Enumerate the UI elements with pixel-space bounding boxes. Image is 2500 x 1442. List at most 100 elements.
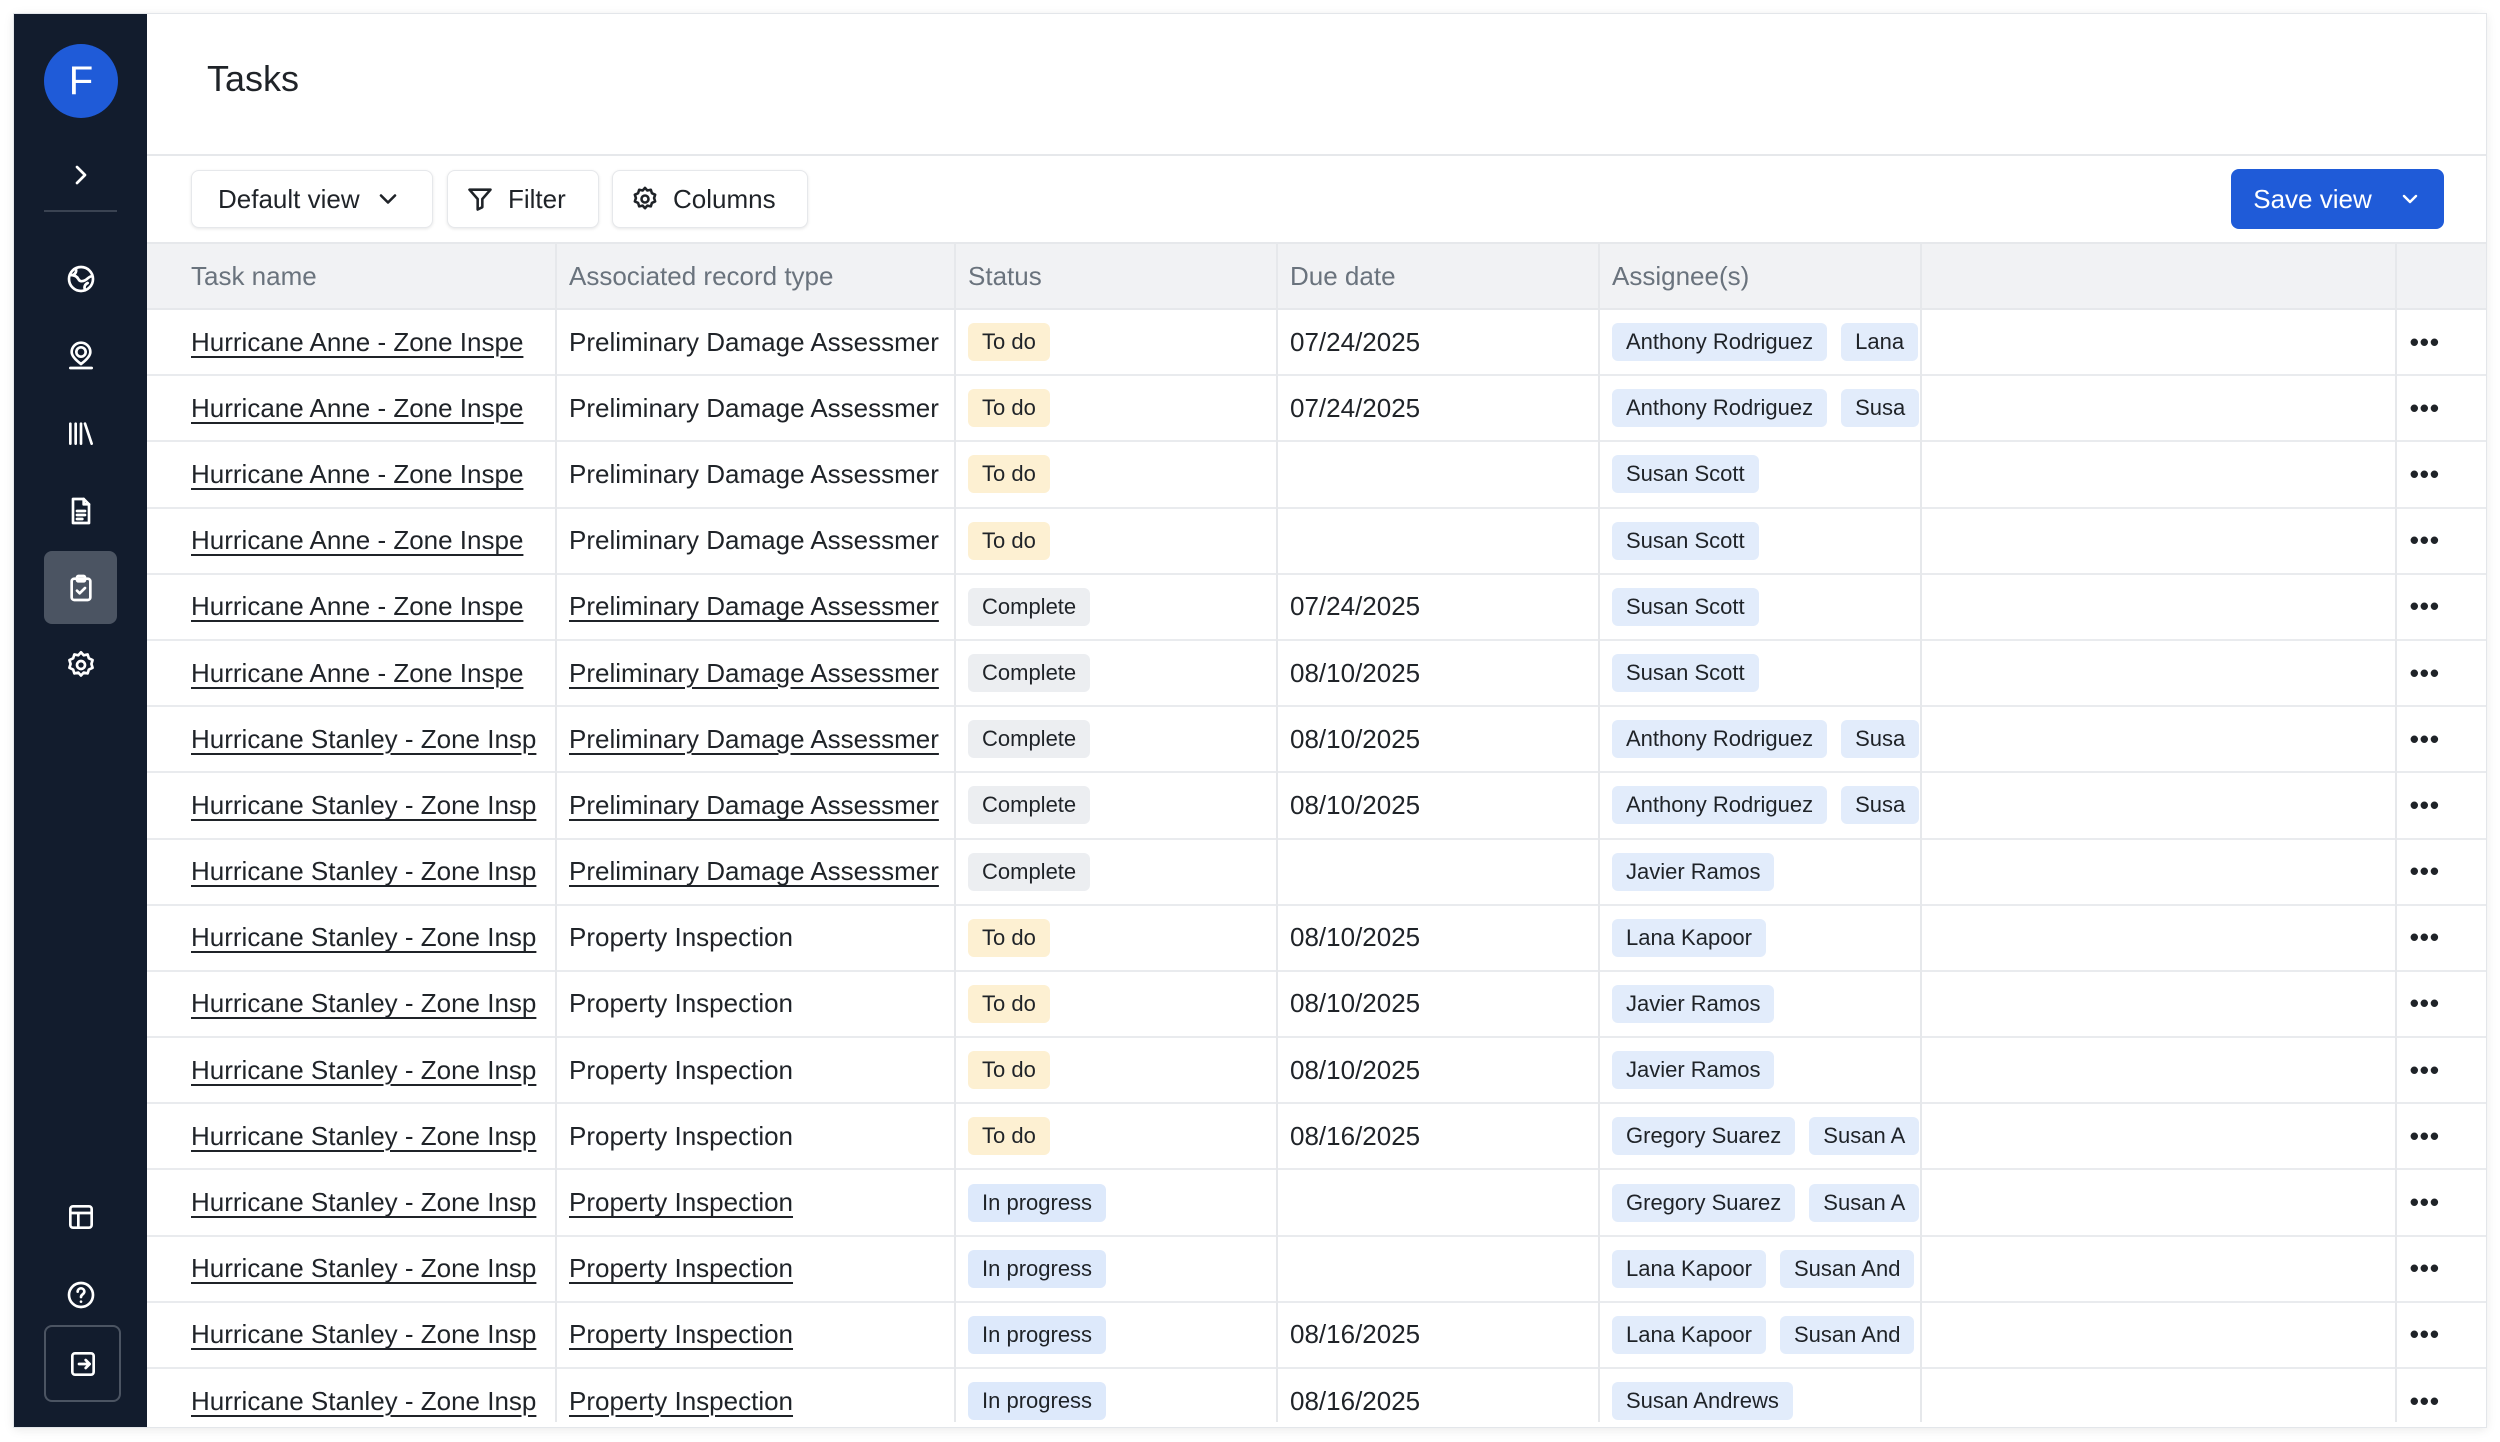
record-type-link[interactable]: Property Inspection bbox=[569, 1319, 794, 1350]
assignee-chip[interactable]: Susa bbox=[1841, 389, 1919, 428]
sidebar-item-documents[interactable] bbox=[44, 474, 117, 547]
column-header-task-name[interactable]: Task name bbox=[191, 260, 317, 291]
task-name-link[interactable]: Hurricane Anne - Zone Inspe bbox=[191, 525, 524, 556]
task-name-link[interactable]: Hurricane Anne - Zone Inspe bbox=[191, 392, 524, 423]
row-actions-button[interactable]: ••• bbox=[2409, 1253, 2440, 1284]
row-actions-button[interactable]: ••• bbox=[2409, 1054, 2440, 1085]
table-row[interactable]: Hurricane Anne - Zone Inspe Preliminary D… bbox=[147, 442, 2486, 509]
sidebar-item-contacts[interactable] bbox=[44, 319, 117, 392]
column-header-status[interactable]: Status bbox=[968, 260, 1042, 291]
sidebar-item-map[interactable] bbox=[44, 242, 117, 315]
row-actions-button[interactable]: ••• bbox=[2409, 789, 2440, 820]
table-row[interactable]: Hurricane Stanley - Zone Insp Property In… bbox=[147, 972, 2486, 1039]
sidebar-item-logout[interactable] bbox=[44, 1325, 121, 1402]
sidebar-item-library[interactable] bbox=[44, 396, 117, 469]
table-row[interactable]: Hurricane Stanley - Zone Insp Property In… bbox=[147, 1104, 2486, 1171]
row-actions-button[interactable]: ••• bbox=[2409, 591, 2440, 622]
assignee-chip[interactable]: Gregory Suarez bbox=[1612, 1117, 1796, 1156]
row-actions-button[interactable]: ••• bbox=[2409, 525, 2440, 556]
assignee-chip[interactable]: Anthony Rodriguez bbox=[1612, 720, 1828, 759]
columns-button[interactable]: Columns bbox=[612, 170, 808, 228]
assignee-chip[interactable]: Susan Andrews bbox=[1612, 1382, 1793, 1421]
assignee-chip[interactable]: Susan Scott bbox=[1612, 455, 1759, 494]
avatar[interactable]: F bbox=[44, 44, 118, 118]
task-name-link[interactable]: Hurricane Anne - Zone Inspe bbox=[191, 657, 524, 688]
record-type-link[interactable]: Property Inspection bbox=[569, 1385, 794, 1416]
column-header-record-type[interactable]: Associated record type bbox=[569, 260, 834, 291]
assignee-chip[interactable]: Lana Kapoor bbox=[1612, 1249, 1766, 1288]
task-name-link[interactable]: Hurricane Stanley - Zone Insp bbox=[191, 1054, 537, 1085]
table-row[interactable]: Hurricane Stanley - Zone Insp Property In… bbox=[147, 906, 2486, 972]
row-actions-button[interactable]: ••• bbox=[2409, 856, 2440, 887]
assignee-chip[interactable]: Anthony Rodriguez bbox=[1612, 389, 1828, 428]
expand-sidebar-button[interactable] bbox=[44, 138, 117, 211]
record-type-link[interactable]: Preliminary Damage Assessmer bbox=[569, 657, 939, 688]
task-name-link[interactable]: Hurricane Stanley - Zone Insp bbox=[191, 1253, 537, 1284]
sidebar-item-help[interactable] bbox=[44, 1258, 117, 1331]
task-name-link[interactable]: Hurricane Anne - Zone Inspe bbox=[191, 326, 524, 357]
assignee-chip[interactable]: Susan A bbox=[1809, 1183, 1919, 1222]
assignee-chip[interactable]: Anthony Rodriguez bbox=[1612, 323, 1828, 362]
record-type-link[interactable]: Property Inspection bbox=[569, 1253, 794, 1284]
table-row[interactable]: Hurricane Anne - Zone Inspe Preliminary D… bbox=[147, 376, 2486, 443]
view-dropdown[interactable]: Default view bbox=[191, 170, 433, 228]
table-row[interactable]: Hurricane Stanley - Zone Insp Preliminary… bbox=[147, 840, 2486, 906]
assignee-chip[interactable]: Susan A bbox=[1809, 1117, 1919, 1156]
filter-button[interactable]: Filter bbox=[447, 170, 599, 228]
row-actions-button[interactable]: ••• bbox=[2409, 723, 2440, 754]
task-name-link[interactable]: Hurricane Stanley - Zone Insp bbox=[191, 789, 537, 820]
assignee-chip[interactable]: Javier Ramos bbox=[1612, 852, 1775, 891]
row-actions-button[interactable]: ••• bbox=[2409, 326, 2440, 357]
assignee-chip[interactable]: Susa bbox=[1841, 720, 1919, 759]
row-actions-button[interactable]: ••• bbox=[2409, 1120, 2440, 1151]
row-actions-button[interactable]: ••• bbox=[2409, 988, 2440, 1019]
table-row[interactable]: Hurricane Anne - Zone Inspe Preliminary D… bbox=[147, 310, 2486, 377]
table-row[interactable]: Hurricane Stanley - Zone Insp Property In… bbox=[147, 1369, 2486, 1427]
column-header-assignees[interactable]: Assignee(s) bbox=[1612, 260, 1750, 291]
row-actions-button[interactable]: ••• bbox=[2409, 392, 2440, 423]
record-type-link[interactable]: Preliminary Damage Assessmer bbox=[569, 591, 939, 622]
assignee-chip[interactable]: Javier Ramos bbox=[1612, 984, 1775, 1023]
assignee-chip[interactable]: Javier Ramos bbox=[1612, 1051, 1775, 1090]
table-row[interactable]: Hurricane Stanley - Zone Insp Property In… bbox=[147, 1038, 2486, 1105]
row-actions-button[interactable]: ••• bbox=[2409, 1385, 2440, 1416]
assignee-chip[interactable]: Susan Scott bbox=[1612, 587, 1759, 626]
save-view-button[interactable]: Save view bbox=[2231, 169, 2444, 229]
task-name-link[interactable]: Hurricane Stanley - Zone Insp bbox=[191, 1319, 537, 1350]
table-row[interactable]: Hurricane Stanley - Zone Insp Property In… bbox=[147, 1237, 2486, 1303]
assignee-chip[interactable]: Lana Kapoor bbox=[1612, 918, 1766, 957]
record-type-link[interactable]: Property Inspection bbox=[569, 1187, 794, 1218]
row-actions-button[interactable]: ••• bbox=[2409, 657, 2440, 688]
row-actions-button[interactable]: ••• bbox=[2409, 1187, 2440, 1218]
task-name-link[interactable]: Hurricane Stanley - Zone Insp bbox=[191, 1120, 537, 1151]
task-name-link[interactable]: Hurricane Stanley - Zone Insp bbox=[191, 1187, 537, 1218]
task-name-link[interactable]: Hurricane Stanley - Zone Insp bbox=[191, 856, 537, 887]
row-actions-button[interactable]: ••• bbox=[2409, 922, 2440, 953]
table-row[interactable]: Hurricane Stanley - Zone Insp Property In… bbox=[147, 1303, 2486, 1369]
record-type-link[interactable]: Preliminary Damage Assessmer bbox=[569, 856, 939, 887]
assignee-chip[interactable]: Susan And bbox=[1780, 1315, 1915, 1354]
assignee-chip[interactable]: Susan Scott bbox=[1612, 521, 1759, 560]
task-name-link[interactable]: Hurricane Stanley - Zone Insp bbox=[191, 723, 537, 754]
task-name-link[interactable]: Hurricane Stanley - Zone Insp bbox=[191, 922, 537, 953]
table-row[interactable]: Hurricane Anne - Zone Inspe Preliminary D… bbox=[147, 575, 2486, 641]
row-actions-button[interactable]: ••• bbox=[2409, 1319, 2440, 1350]
assignee-chip[interactable]: Lana bbox=[1841, 323, 1919, 362]
task-name-link[interactable]: Hurricane Anne - Zone Inspe bbox=[191, 458, 524, 489]
task-name-link[interactable]: Hurricane Stanley - Zone Insp bbox=[191, 988, 537, 1019]
sidebar-item-tasks[interactable] bbox=[44, 551, 117, 624]
record-type-link[interactable]: Preliminary Damage Assessmer bbox=[569, 789, 939, 820]
sidebar-item-layout[interactable] bbox=[44, 1180, 117, 1253]
assignee-chip[interactable]: Susa bbox=[1841, 786, 1919, 825]
task-name-link[interactable]: Hurricane Anne - Zone Inspe bbox=[191, 591, 524, 622]
assignee-chip[interactable]: Gregory Suarez bbox=[1612, 1183, 1796, 1222]
sidebar-item-settings[interactable] bbox=[44, 628, 117, 701]
table-row[interactable]: Hurricane Anne - Zone Inspe Preliminary D… bbox=[147, 641, 2486, 708]
row-actions-button[interactable]: ••• bbox=[2409, 458, 2440, 489]
table-row[interactable]: Hurricane Stanley - Zone Insp Preliminary… bbox=[147, 773, 2486, 840]
task-name-link[interactable]: Hurricane Stanley - Zone Insp bbox=[191, 1385, 537, 1416]
table-row[interactable]: Hurricane Stanley - Zone Insp Property In… bbox=[147, 1170, 2486, 1237]
assignee-chip[interactable]: Susan And bbox=[1780, 1249, 1915, 1288]
record-type-link[interactable]: Preliminary Damage Assessmer bbox=[569, 723, 939, 754]
table-row[interactable]: Hurricane Stanley - Zone Insp Preliminary… bbox=[147, 707, 2486, 774]
